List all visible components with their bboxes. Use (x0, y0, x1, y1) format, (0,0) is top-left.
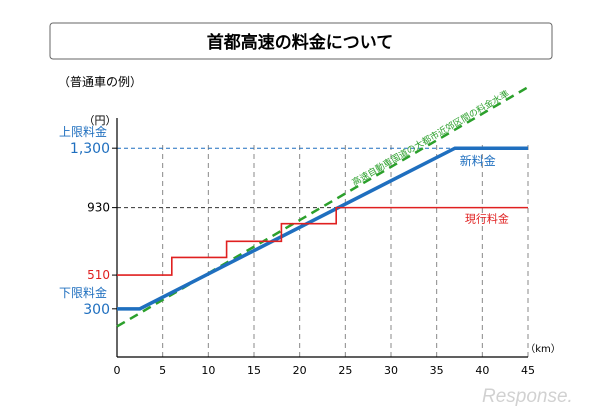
y-tick-label: 1,300 (70, 141, 110, 157)
axes-layer (112, 118, 528, 358)
response-logo: Response. (482, 386, 573, 407)
x-tick-label: 15 (247, 364, 261, 377)
label-layer: 0 5 10 15 20 25 30 35 40 451,300930510300上限料金下限料金… (59, 88, 535, 377)
y-tick-label: 510 (87, 268, 110, 282)
title-box: 首都高速の料金について (49, 22, 553, 60)
series-label-new: 新料金 (460, 153, 496, 168)
series-line-new (117, 146, 528, 311)
x-axis-label: （km） (525, 343, 561, 355)
chart-subtitle: （普通車の例） (58, 75, 142, 89)
y-tick-label: 930 (87, 201, 110, 215)
x-tick-label: 45 (521, 364, 535, 377)
y-cap-label: 下限料金 (59, 285, 107, 300)
chart-title: 首都高速の料金について (207, 32, 394, 53)
x-tick-label: 20 (293, 364, 307, 377)
y-cap-label: 上限料金 (59, 124, 107, 139)
y-tick-label: 300 (83, 302, 110, 318)
x-tick-label: 40 (475, 364, 489, 377)
x-tick-label: 25 (338, 364, 352, 377)
series-line-current (117, 206, 528, 276)
x-tick-label: 10 (201, 364, 215, 377)
x-tick-label: 0 (114, 364, 121, 377)
reference-line-label: 高速自動車国道の大都市近郊区間の料金水準 (350, 88, 512, 189)
series-label-current: 現行料金 (465, 212, 509, 226)
x-tick-label: 5 (159, 364, 166, 377)
x-tick-label: 35 (430, 364, 444, 377)
y-axis-label: （円） (84, 114, 117, 127)
grid-layer (117, 141, 529, 357)
svg-text:Response.: Response. (482, 386, 573, 407)
x-tick-label: 30 (384, 364, 398, 377)
series-layer (116, 86, 529, 328)
